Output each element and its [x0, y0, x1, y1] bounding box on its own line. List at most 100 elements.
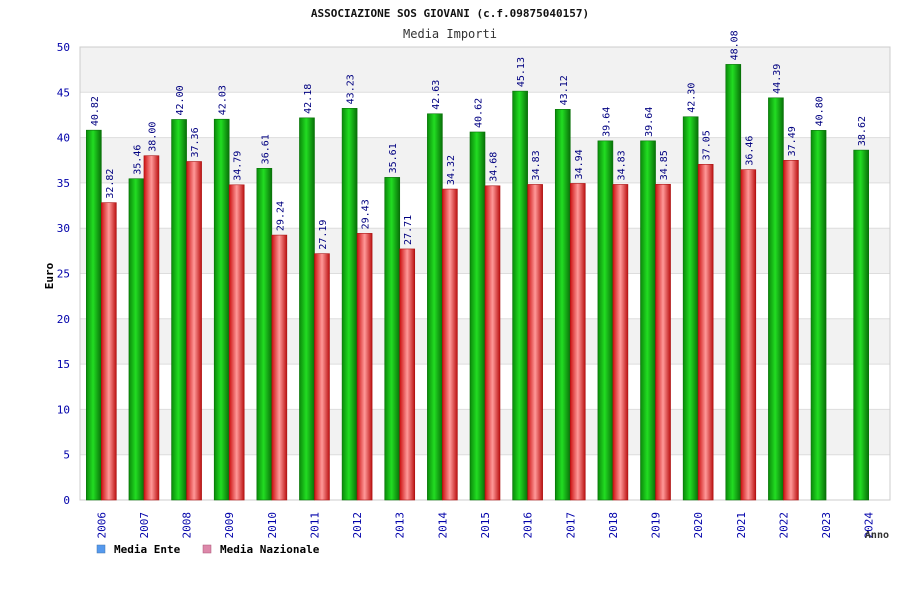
- bar-media-nazionale: [569, 183, 586, 501]
- y-axis-label: Euro: [43, 262, 56, 289]
- value-label-media-nazionale: 36.46: [744, 136, 755, 166]
- y-tick-label: 10: [57, 403, 70, 416]
- bar-media-ente: [597, 140, 614, 501]
- value-label-media-nazionale: 37.49: [787, 126, 798, 156]
- bar-media-nazionale: [399, 248, 416, 501]
- value-label-media-ente: 40.80: [815, 96, 826, 126]
- bar-media-ente: [554, 109, 571, 501]
- x-tick-label: 2018: [607, 512, 620, 539]
- y-tick-label: 0: [63, 494, 70, 507]
- bar-media-nazionale: [101, 202, 117, 501]
- value-label-media-ente: 40.62: [474, 98, 485, 128]
- y-tick-label: 30: [57, 222, 70, 235]
- value-label-media-ente: 38.62: [857, 116, 868, 146]
- bar-media-nazionale: [655, 183, 671, 501]
- value-label-media-nazionale: 34.79: [233, 151, 244, 181]
- bar-media-ente: [853, 149, 869, 501]
- bar-media-ente: [768, 97, 784, 501]
- x-tick-label: 2013: [394, 512, 407, 539]
- bar-media-nazionale: [484, 185, 501, 501]
- legend-label-media-nazionale: Media Nazionale: [220, 543, 320, 556]
- x-tick-label: 2022: [777, 512, 790, 539]
- bar-media-ente: [427, 113, 443, 501]
- value-label-media-ente: 45.13: [516, 57, 527, 87]
- bar-media-nazionale: [143, 155, 160, 501]
- x-tick-label: 2007: [138, 512, 151, 539]
- bars: [86, 64, 869, 501]
- value-labels: 40.82 32.82 35.46 38.00 42.00 37.36 42.03 34.79…: [90, 30, 868, 249]
- bar-media-ente: [299, 117, 315, 501]
- y-tick-label: 40: [57, 132, 70, 145]
- y-tick-label: 5: [63, 449, 70, 462]
- x-tick-label: 2017: [564, 512, 577, 539]
- value-label-media-ente: 43.12: [559, 75, 570, 105]
- x-tick-label: 2023: [820, 512, 833, 539]
- bar-media-ente: [128, 178, 145, 501]
- bar-media-nazionale: [612, 184, 629, 501]
- legend-label-media-ente: Media Ente: [114, 543, 181, 556]
- bar-media-nazionale: [186, 161, 202, 501]
- bar-media-nazionale: [527, 184, 543, 501]
- x-tick-label: 2011: [308, 512, 321, 539]
- chart-subtitle: Media Importi: [403, 27, 497, 41]
- x-tick-label: 2016: [522, 512, 535, 539]
- x-tick-label: 2014: [436, 512, 449, 539]
- value-label-media-ente: 39.64: [601, 107, 612, 137]
- value-label-media-ente: 43.23: [346, 74, 357, 104]
- value-label-media-ente: 40.82: [90, 96, 101, 126]
- value-label-media-ente: 44.39: [772, 64, 783, 94]
- x-tick-label: 2021: [735, 512, 748, 539]
- grid-band: [80, 47, 890, 93]
- value-label-media-ente: 42.03: [218, 85, 229, 115]
- bar-media-nazionale: [697, 164, 714, 501]
- value-label-media-nazionale: 29.43: [361, 199, 372, 229]
- bar-media-ente: [86, 129, 102, 501]
- bar-media-ente: [512, 90, 528, 501]
- value-label-media-nazionale: 29.24: [275, 201, 286, 231]
- bar-media-ente: [341, 108, 358, 501]
- bar-media-ente: [640, 140, 656, 501]
- value-label-media-ente: 36.61: [260, 134, 271, 164]
- value-label-media-nazionale: 38.00: [147, 122, 158, 152]
- legend: Media Ente Media Nazionale: [96, 543, 320, 556]
- y-tick-label: 45: [57, 86, 70, 99]
- bar-media-nazionale: [783, 160, 799, 501]
- y-tick-label: 50: [57, 41, 70, 54]
- bar-media-ente: [682, 116, 699, 501]
- y-tick-label: 15: [57, 358, 70, 371]
- x-axis-label: Anno: [865, 530, 889, 541]
- y-tick-label: 35: [57, 177, 70, 190]
- x-tick-label: 2020: [692, 512, 705, 539]
- value-label-media-nazionale: 34.94: [574, 149, 585, 179]
- y-axis-ticks: 0 5 10 15 20 25 30 35 40 45 50: [57, 41, 70, 507]
- bar-media-nazionale: [356, 233, 373, 501]
- x-axis-ticks: 2006 2007 2008 2009 2010 2011 2012 2013 2014 2015…: [95, 512, 875, 539]
- value-label-media-nazionale: 34.68: [489, 152, 500, 182]
- bar-media-ente: [171, 119, 187, 501]
- chart-title: ASSOCIAZIONE SOS GIOVANI (c.f.0987504015…: [311, 7, 589, 20]
- value-label-media-nazionale: 27.19: [318, 220, 329, 250]
- bar-media-ente: [384, 177, 401, 501]
- x-tick-label: 2024: [863, 512, 876, 539]
- value-label-media-ente: 42.00: [175, 85, 186, 115]
- bar-media-nazionale: [314, 253, 330, 501]
- value-label-media-ente: 39.64: [644, 107, 655, 137]
- value-label-media-nazionale: 34.83: [531, 150, 542, 180]
- value-label-media-nazionale: 34.32: [446, 155, 457, 185]
- value-label-media-nazionale: 37.36: [190, 127, 201, 157]
- x-tick-label: 2012: [351, 512, 364, 539]
- bar-media-ente: [469, 131, 486, 501]
- value-label-media-ente: 42.18: [303, 84, 314, 114]
- value-label-media-ente: 42.63: [431, 80, 442, 110]
- x-tick-label: 2010: [266, 512, 279, 539]
- value-label-media-nazionale: 27.71: [403, 215, 414, 245]
- bar-media-ente: [725, 64, 742, 501]
- x-tick-label: 2009: [223, 512, 236, 539]
- bar-media-nazionale: [442, 188, 458, 501]
- x-tick-label: 2008: [181, 512, 194, 539]
- bar-media-nazionale: [228, 184, 245, 501]
- value-label-media-ente: 42.30: [687, 83, 698, 113]
- bar-media-nazionale: [271, 234, 288, 501]
